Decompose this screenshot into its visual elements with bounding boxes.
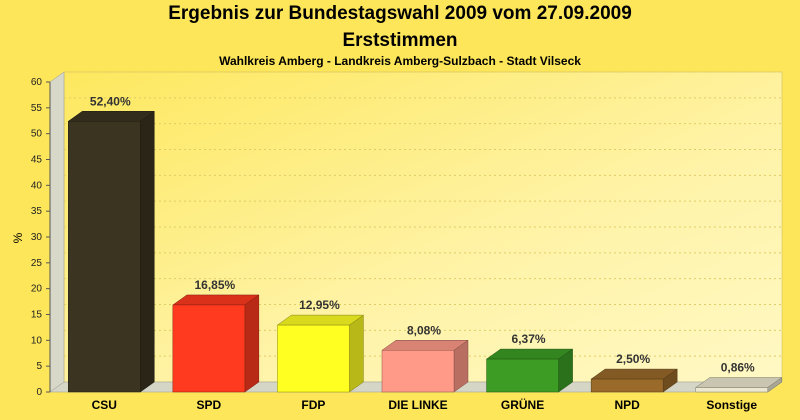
chart-subtitle: Erststimmen [342, 30, 458, 51]
y-tick-label: 60 [31, 77, 43, 88]
x-tick-label: CSU [92, 398, 117, 412]
y-tick-label: 30 [31, 232, 43, 243]
bar-fdp: 12,95% [276, 298, 365, 393]
bar-die-linke: 8,08% [381, 323, 469, 393]
y-tick-label: 35 [31, 206, 43, 217]
data-label: 16,85% [195, 278, 236, 292]
bar-npd: 2,50% [590, 352, 678, 393]
data-label: 6,37% [512, 332, 546, 346]
data-label: 12,95% [299, 298, 340, 312]
x-tick-label: NPD [614, 398, 640, 412]
bar-grüne: 6,37% [485, 332, 574, 393]
data-label: 8,08% [407, 323, 441, 337]
y-tick-label: 10 [31, 335, 43, 346]
bars: 52,40% 16,85% 12,95% 8,08% 6,37% 2,50% 0,86% [67, 94, 783, 393]
y-tick-label: 55 [31, 103, 43, 114]
x-tick-label: FDP [301, 398, 325, 412]
data-label: 2,50% [616, 352, 650, 366]
x-tick-label: DIE LINKE [388, 398, 447, 412]
chart-subtitle-constituency: Wahlkreis Amberg - Landkreis Amberg-Sulz… [219, 54, 581, 68]
bar-spd: 16,85% [172, 278, 260, 393]
y-tick-label: 50 [31, 129, 43, 140]
x-tick-label: Sonstige [706, 398, 757, 412]
y-axis: 0 5 10 15 20 25 30 35 40 45 50 55 60 [31, 77, 51, 398]
x-tick-label: SPD [197, 398, 222, 412]
y-tick-label: 45 [31, 155, 43, 166]
y-tick-label: 0 [36, 387, 42, 398]
data-label: 52,40% [90, 94, 131, 108]
y-tick-label: 5 [36, 361, 42, 372]
y-tick-label: 20 [31, 284, 43, 295]
bar-sonstige: 0,86% [694, 361, 783, 393]
y-tick-label: 15 [31, 310, 43, 321]
y-tick-label: 40 [31, 180, 43, 191]
x-axis: CSU SPD FDP DIE LINKE GRÜNE NPD Sonstige [92, 397, 758, 412]
chart-title: Ergebnis zur Bundestagswahl 2009 vom 27.… [168, 3, 632, 24]
x-tick-label: GRÜNE [501, 397, 544, 412]
bar-csu: 52,40% [67, 94, 156, 393]
y-axis-label: % [11, 232, 25, 243]
y-tick-label: 25 [31, 258, 43, 269]
data-label: 0,86% [721, 361, 755, 375]
